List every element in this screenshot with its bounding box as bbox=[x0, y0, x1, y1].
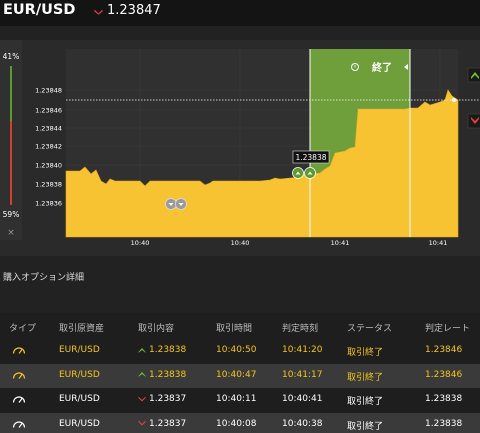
y-tick-label: 1.23848 bbox=[35, 87, 62, 95]
cell-content: 1.23838 bbox=[138, 345, 186, 355]
col-rate[interactable]: 判定レート bbox=[425, 324, 471, 334]
cell-asset: EUR/USD bbox=[59, 369, 100, 380]
cell-trade-time: 10:40:11 bbox=[216, 394, 257, 404]
cell-status: 取引終了 bbox=[347, 421, 384, 432]
option-type-icon bbox=[12, 347, 26, 354]
price-chart[interactable]: 終了 1.238481.238461.238441.238421.238401.… bbox=[0, 40, 480, 256]
cell-status: 取引終了 bbox=[347, 348, 384, 358]
col-trade-time[interactable]: 取引時間 bbox=[216, 324, 253, 334]
currency-pair[interactable]: EUR/USD bbox=[3, 2, 76, 18]
end-label: 終了 bbox=[372, 61, 392, 74]
y-tick-label: 1.23838 bbox=[35, 181, 62, 189]
col-asset[interactable]: 取引原資産 bbox=[59, 324, 105, 334]
tooltip-value: 1.23838 bbox=[295, 153, 326, 162]
y-axis-labels: 1.23848 1.23846 1.23844 1.23842 1.23840 1.238… bbox=[35, 87, 62, 208]
gauge-red-bar bbox=[10, 121, 12, 205]
cell-content-value: 1.23837 bbox=[149, 394, 187, 404]
cell-asset: EUR/USD bbox=[59, 345, 100, 355]
current-price-dot bbox=[452, 98, 456, 102]
down-arrow-icon bbox=[94, 9, 103, 15]
options-table: タイプ 取引原資産 取引内容 取引時間 判定時刻 ステータス 判定レート EUR… bbox=[0, 313, 480, 433]
col-judge-time[interactable]: 判定時刻 bbox=[282, 324, 319, 334]
close-icon[interactable]: × bbox=[7, 228, 15, 238]
cell-trade-time: 10:40:08 bbox=[216, 418, 257, 429]
table-row[interactable]: EUR/USD 1.23837 10:40:11 10:40:41 取引終了 1.2383… bbox=[0, 388, 480, 413]
trade-marker-closed[interactable] bbox=[165, 198, 187, 210]
x-tick-label: 10:40 bbox=[231, 239, 250, 247]
collapse-icon[interactable] bbox=[404, 64, 408, 70]
gauge-bottom-percent: 59% bbox=[2, 210, 20, 219]
cell-judge-time: 10:41:17 bbox=[282, 369, 323, 380]
down-arrow-icon bbox=[138, 420, 146, 426]
cell-rate: 1.23838 bbox=[425, 418, 463, 429]
cell-judge-time: 10:40:38 bbox=[282, 418, 323, 429]
buy-low-button[interactable] bbox=[467, 113, 480, 129]
table-row[interactable]: EUR/USD 1.23838 10:40:47 10:41:17 取引終了 1.2384… bbox=[0, 363, 480, 388]
table-row[interactable]: EUR/USD 1.23837 10:40:08 10:40:38 取引終了 1.2383… bbox=[0, 412, 480, 433]
y-tick-label: 1.23844 bbox=[35, 125, 62, 133]
up-arrow-icon bbox=[138, 347, 146, 353]
cell-asset: EUR/USD bbox=[59, 394, 100, 404]
table-header: タイプ 取引原資産 取引内容 取引時間 判定時刻 ステータス 判定レート bbox=[0, 313, 480, 339]
down-arrow-icon bbox=[138, 396, 146, 401]
cell-content: 1.23837 bbox=[138, 419, 186, 429]
x-tick-label: 10:41 bbox=[331, 239, 350, 247]
y-tick-label: 1.23842 bbox=[35, 143, 62, 151]
down-arrow-icon bbox=[471, 117, 479, 124]
x-tick-label: 10:40 bbox=[131, 239, 150, 247]
col-content[interactable]: 取引内容 bbox=[138, 324, 175, 334]
y-tick-label: 1.23846 bbox=[35, 107, 62, 115]
up-arrow-icon bbox=[138, 372, 146, 377]
x-axis-labels: 10:40 10:40 10:41 10:41 bbox=[131, 239, 448, 247]
end-badge: 終了 bbox=[351, 61, 408, 74]
cell-rate: 1.23846 bbox=[425, 369, 463, 380]
trade-marker-up[interactable] bbox=[292, 167, 316, 179]
cell-status: 取引終了 bbox=[347, 372, 384, 383]
option-type-icon bbox=[12, 371, 26, 379]
gauge-green-bar bbox=[10, 66, 12, 121]
clock-icon bbox=[351, 63, 359, 71]
gauge-top-percent: 41% bbox=[2, 52, 20, 61]
y-tick-label: 1.23840 bbox=[35, 162, 62, 170]
cell-status: 取引終了 bbox=[347, 397, 384, 407]
col-type[interactable]: タイプ bbox=[9, 324, 37, 334]
x-tick-label: 10:41 bbox=[429, 239, 448, 247]
cell-judge-time: 10:40:41 bbox=[282, 394, 323, 404]
section-title: 購入オプション詳細 bbox=[3, 273, 85, 283]
value-tooltip: 1.23838 bbox=[292, 150, 330, 164]
cell-content-value: 1.23837 bbox=[149, 418, 187, 429]
y-tick-label: 1.23836 bbox=[35, 200, 62, 208]
cell-content-value: 1.23838 bbox=[149, 345, 187, 355]
cell-trade-time: 10:40:50 bbox=[216, 345, 257, 355]
cell-content: 1.23837 bbox=[138, 394, 186, 404]
option-type-icon bbox=[12, 420, 26, 428]
buy-high-button[interactable] bbox=[467, 67, 480, 83]
header-bar: EUR/USD 1.23847 bbox=[0, 0, 480, 26]
cell-rate: 1.23838 bbox=[425, 394, 463, 404]
up-arrow-icon bbox=[471, 72, 479, 79]
cell-asset: EUR/USD bbox=[59, 418, 100, 429]
cell-trade-time: 10:40:47 bbox=[216, 369, 257, 380]
col-status[interactable]: ステータス bbox=[347, 324, 393, 334]
current-price: 1.23847 bbox=[107, 3, 161, 18]
cell-rate: 1.23846 bbox=[425, 345, 463, 355]
cell-content: 1.23838 bbox=[138, 370, 186, 380]
cell-judge-time: 10:41:20 bbox=[282, 345, 323, 355]
option-type-icon bbox=[12, 396, 26, 403]
table-row[interactable]: EUR/USD 1.23838 10:40:50 10:41:20 取引終了 1.2384… bbox=[0, 339, 480, 364]
cell-content-value: 1.23838 bbox=[149, 369, 187, 380]
